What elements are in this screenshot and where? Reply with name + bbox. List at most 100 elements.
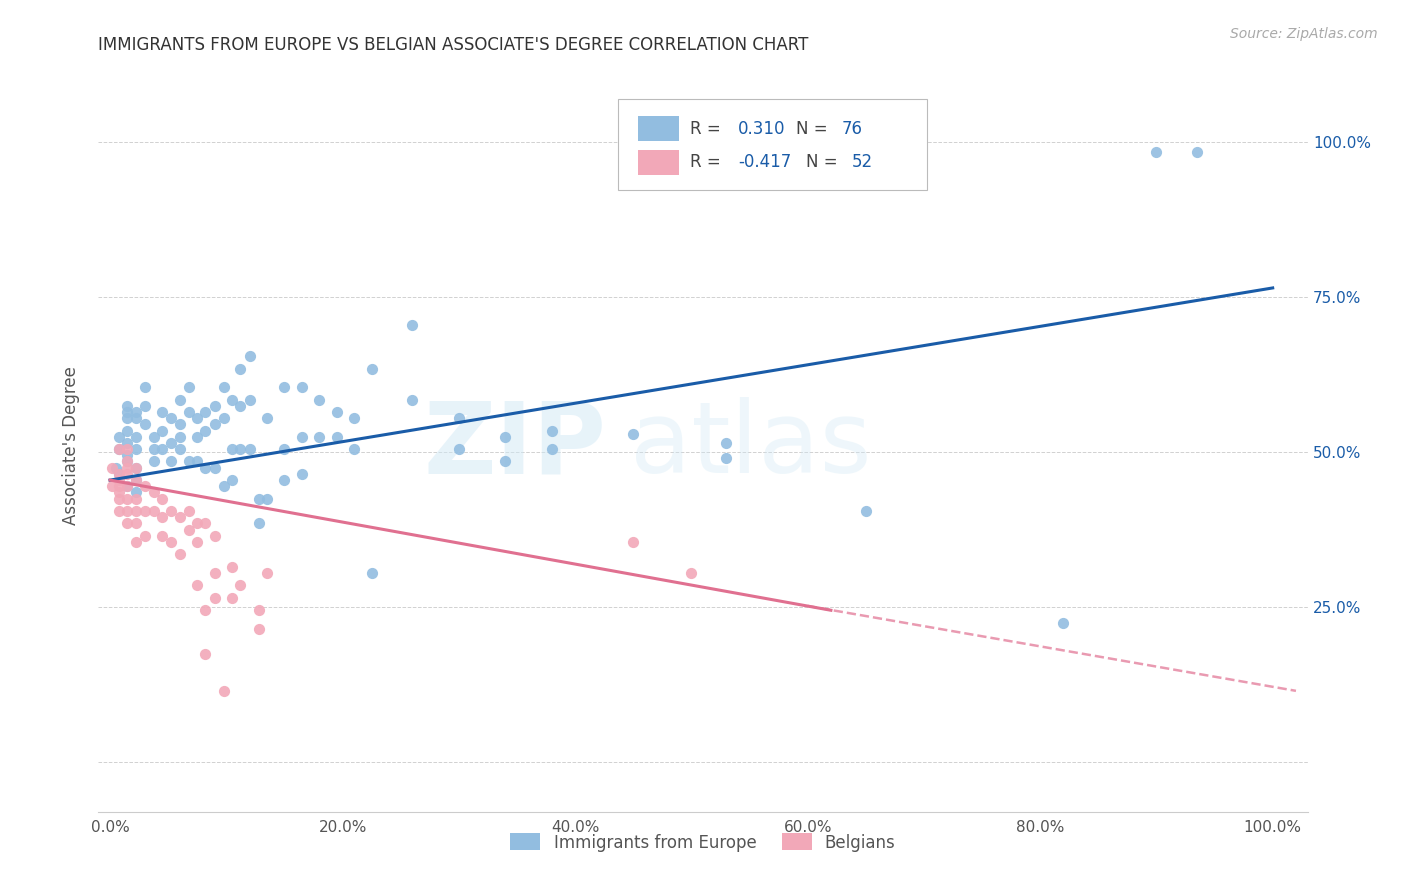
Point bbox=[179, 454, 201, 468]
Point bbox=[229, 442, 252, 456]
Point bbox=[150, 510, 173, 524]
Point bbox=[150, 424, 173, 438]
Point bbox=[117, 405, 139, 419]
Point bbox=[256, 566, 278, 580]
Point bbox=[273, 380, 295, 394]
Point bbox=[221, 591, 243, 605]
Point bbox=[108, 479, 131, 493]
Point bbox=[186, 411, 208, 425]
Point bbox=[273, 473, 295, 487]
Point bbox=[159, 454, 181, 468]
Point bbox=[169, 548, 191, 562]
Point bbox=[134, 417, 156, 432]
Point bbox=[117, 448, 139, 462]
Point bbox=[326, 430, 349, 444]
Point bbox=[117, 460, 139, 475]
Point bbox=[204, 566, 226, 580]
Point bbox=[308, 392, 330, 407]
Point bbox=[194, 424, 217, 438]
Point bbox=[447, 442, 470, 456]
Point bbox=[229, 361, 252, 376]
Point bbox=[117, 424, 139, 438]
Point bbox=[124, 473, 146, 487]
Point bbox=[169, 417, 191, 432]
Point bbox=[108, 504, 131, 518]
FancyBboxPatch shape bbox=[619, 99, 927, 190]
Point bbox=[204, 417, 226, 432]
Point bbox=[621, 535, 644, 549]
Point bbox=[247, 603, 270, 617]
Point bbox=[204, 591, 226, 605]
Point bbox=[117, 454, 139, 468]
Point bbox=[108, 442, 131, 456]
Point bbox=[194, 405, 217, 419]
Point bbox=[291, 467, 314, 481]
Point bbox=[291, 380, 314, 394]
Point bbox=[143, 504, 166, 518]
Point bbox=[117, 399, 139, 413]
Point bbox=[212, 411, 235, 425]
Point bbox=[124, 504, 146, 518]
Point bbox=[124, 460, 146, 475]
Point bbox=[229, 578, 252, 592]
Point bbox=[101, 460, 124, 475]
Point bbox=[186, 578, 208, 592]
Point bbox=[204, 460, 226, 475]
Point bbox=[117, 442, 139, 456]
Point bbox=[159, 504, 181, 518]
Point bbox=[308, 430, 330, 444]
Text: R =: R = bbox=[690, 120, 725, 137]
Point bbox=[621, 426, 644, 441]
Point bbox=[494, 430, 516, 444]
Point bbox=[194, 603, 217, 617]
Text: atlas: atlas bbox=[630, 398, 872, 494]
Point bbox=[716, 451, 738, 466]
Point bbox=[179, 405, 201, 419]
Point bbox=[134, 529, 156, 543]
Point bbox=[134, 479, 156, 493]
Y-axis label: Associate's Degree: Associate's Degree bbox=[62, 367, 80, 525]
Point bbox=[681, 566, 703, 580]
Point bbox=[117, 436, 139, 450]
Point bbox=[117, 454, 139, 468]
Point bbox=[108, 473, 131, 487]
Point bbox=[247, 622, 270, 636]
Point bbox=[143, 485, 166, 500]
Point bbox=[186, 535, 208, 549]
Point bbox=[143, 454, 166, 468]
Point bbox=[108, 467, 131, 481]
Point bbox=[855, 504, 877, 518]
Text: 76: 76 bbox=[842, 120, 863, 137]
Point bbox=[239, 392, 262, 407]
Point bbox=[212, 380, 235, 394]
Point bbox=[291, 430, 314, 444]
Point bbox=[540, 442, 562, 456]
Point bbox=[360, 361, 382, 376]
Point bbox=[194, 460, 217, 475]
Point bbox=[204, 399, 226, 413]
Point bbox=[212, 479, 235, 493]
Point bbox=[117, 411, 139, 425]
Point bbox=[540, 424, 562, 438]
Point bbox=[150, 491, 173, 506]
Point bbox=[134, 380, 156, 394]
Point bbox=[343, 411, 366, 425]
FancyBboxPatch shape bbox=[638, 116, 679, 141]
Legend: Immigrants from Europe, Belgians: Immigrants from Europe, Belgians bbox=[503, 827, 903, 858]
Point bbox=[108, 442, 131, 456]
Point bbox=[186, 430, 208, 444]
Point bbox=[124, 535, 146, 549]
Text: 52: 52 bbox=[852, 153, 873, 171]
Point bbox=[169, 392, 191, 407]
Point bbox=[101, 479, 124, 493]
Point bbox=[124, 430, 146, 444]
FancyBboxPatch shape bbox=[638, 150, 679, 175]
Point bbox=[343, 442, 366, 456]
Text: 0.310: 0.310 bbox=[738, 120, 786, 137]
Point bbox=[117, 491, 139, 506]
Point bbox=[117, 479, 139, 493]
Point bbox=[150, 442, 173, 456]
Point bbox=[150, 529, 173, 543]
Point bbox=[108, 485, 131, 500]
Point bbox=[239, 349, 262, 363]
